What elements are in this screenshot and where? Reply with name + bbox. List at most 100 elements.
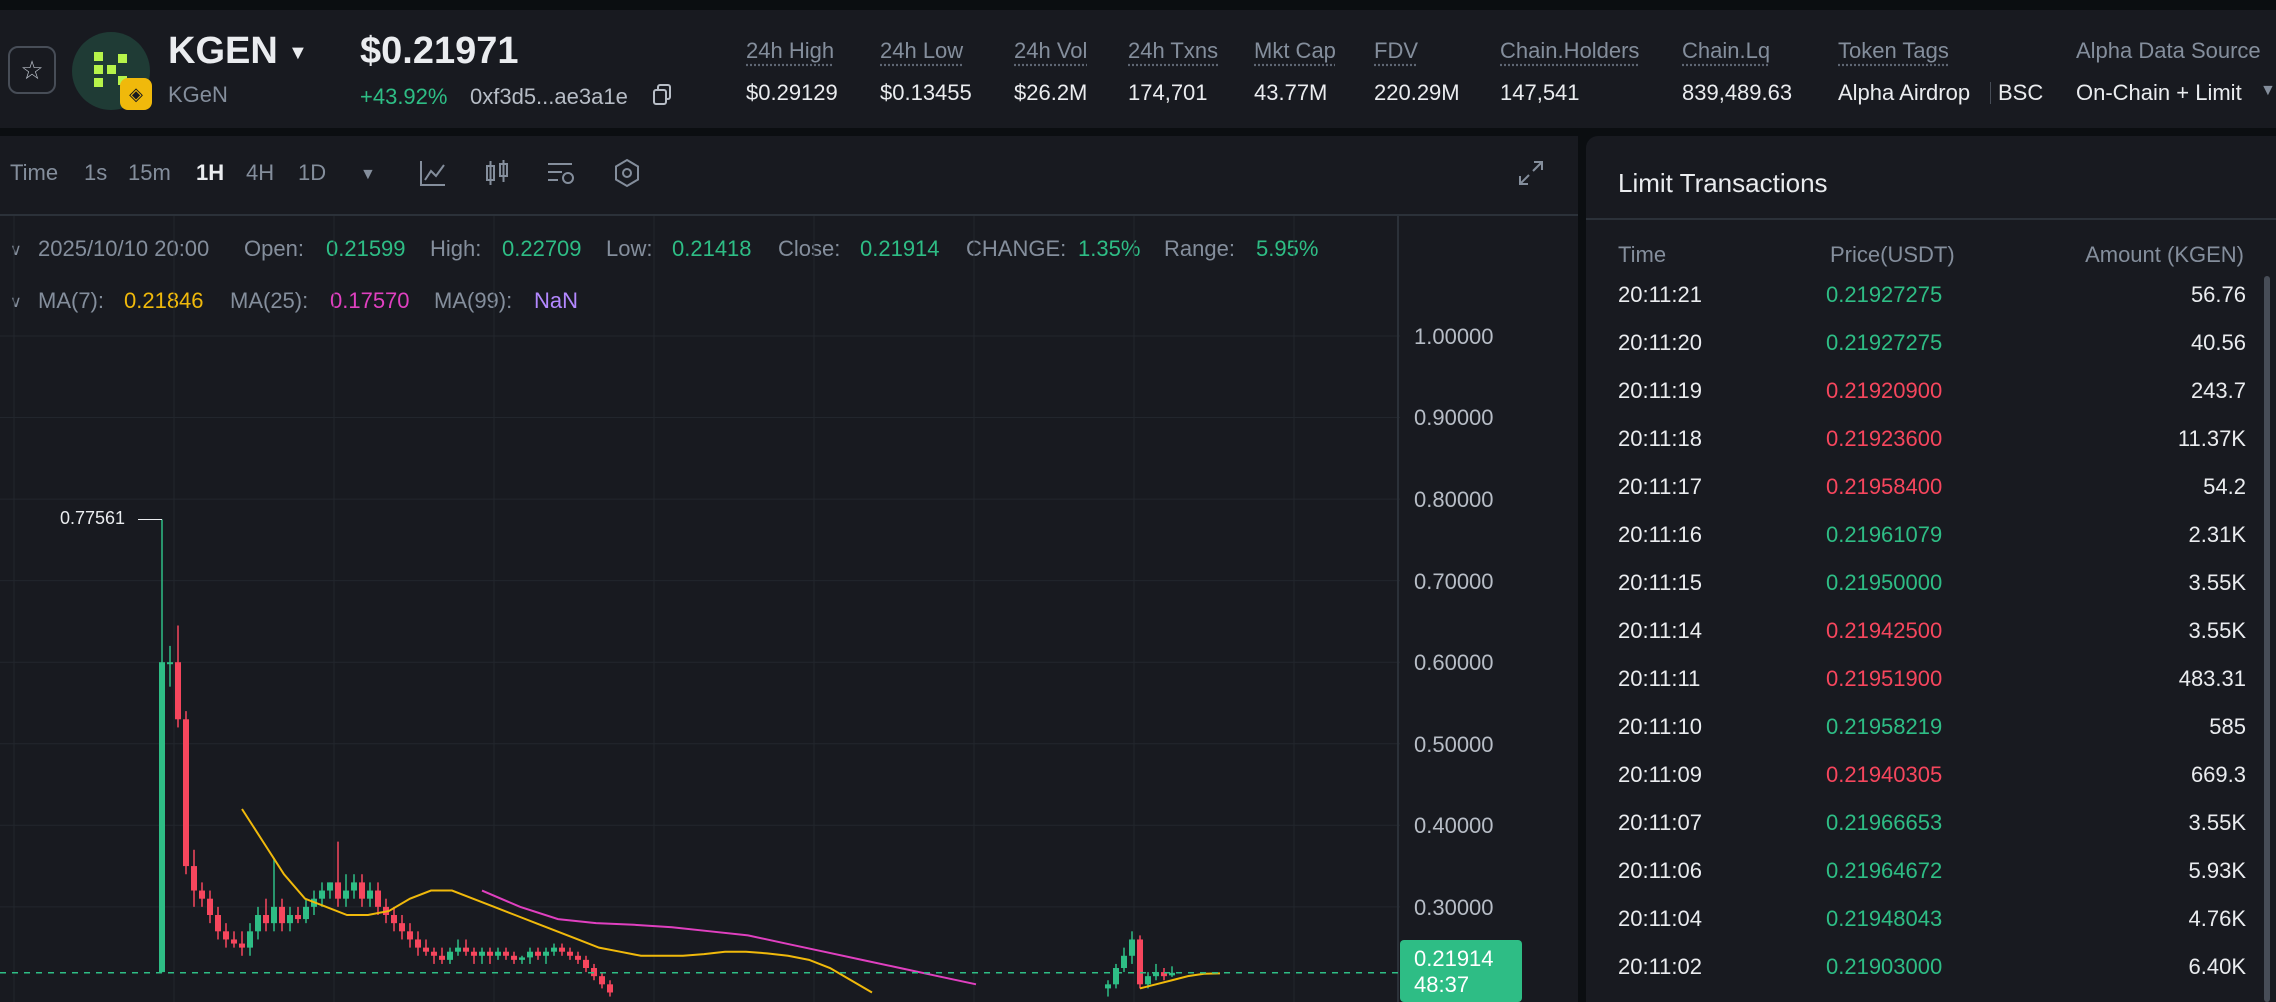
tx-time: 20:11:18: [1618, 426, 1703, 451]
stat-label-fdv: FDV: [1374, 38, 1418, 63]
ohlc-change-value: 1.35%: [1078, 236, 1141, 261]
tx-price: 0.21942500: [1826, 618, 1943, 643]
ma7-label: MA(7):: [38, 288, 104, 313]
tx-price: 0.21958400: [1826, 474, 1943, 499]
interval-1s[interactable]: 1s: [84, 160, 108, 185]
tx-time: 20:11:20: [1618, 330, 1703, 355]
scrollbar[interactable]: [2264, 276, 2270, 1002]
tx-amount: 483.31: [2178, 666, 2246, 691]
tx-price: 0.21927275: [1826, 282, 1943, 307]
tx-time: 20:11:06: [1618, 858, 1703, 883]
chevron-down-icon[interactable]: ▼: [288, 42, 308, 64]
ma99-label: MA(99):: [434, 288, 513, 313]
favorite-button[interactable]: ☆: [8, 46, 56, 94]
fullscreen-icon[interactable]: [1516, 158, 1546, 188]
candle-body: [599, 976, 605, 985]
candle-body: [567, 951, 573, 956]
table-row: 20:11:19 0.21920900 243.7: [1586, 378, 2246, 426]
stat-label-24h-txns: 24h Txns: [1128, 38, 1219, 63]
chevron-down-icon[interactable]: ∨: [10, 294, 22, 311]
tx-amount: 11.37K: [2177, 426, 2246, 451]
token-tag-alpha-airdrop: Alpha Airdrop: [1838, 80, 1971, 105]
y-tick-label: 0.90000: [1414, 405, 1494, 430]
chart-settings-icon[interactable]: [546, 158, 576, 188]
token-symbol[interactable]: KGEN: [168, 30, 278, 72]
candle-body: [503, 951, 509, 956]
table-row: 20:11:16 0.21961079 2.31K: [1586, 522, 2246, 570]
y-tick-label: 0.30000: [1414, 895, 1494, 920]
copy-icon[interactable]: [652, 84, 672, 106]
candle-type-icon[interactable]: [482, 158, 512, 188]
candle-body: [279, 906, 285, 924]
ma25-label: MA(25):: [230, 288, 309, 313]
candle-body: [295, 915, 301, 920]
candle-body: [447, 951, 453, 960]
candle-body: [407, 931, 413, 940]
candle-body: [271, 906, 277, 924]
last-price-marker: 0.21914 48:37: [1400, 940, 1522, 1002]
candle-body: [1137, 939, 1143, 985]
tx-amount: 669.3: [2190, 762, 2246, 787]
data-source-select[interactable]: On-Chain + Limit: [2076, 80, 2242, 105]
candle-body: [359, 882, 365, 899]
candle-body: [367, 890, 373, 899]
y-tick-label: 0.70000: [1414, 569, 1494, 594]
candle-body: [207, 898, 213, 916]
candle-body: [607, 984, 613, 993]
tx-time: 20:11:02: [1618, 954, 1703, 979]
column-header-time: Time: [1618, 242, 1667, 267]
star-icon: ☆: [20, 54, 44, 85]
limit-transactions-panel: [1586, 136, 2276, 1002]
interval-15m[interactable]: 15m: [128, 160, 171, 185]
column-header-amount: Amount (KGEN): [2085, 242, 2244, 267]
token-header: [0, 0, 2276, 128]
candle-body: [263, 915, 269, 924]
interval-4h[interactable]: 4H: [246, 160, 275, 185]
candle-body: [543, 951, 549, 956]
candle-body: [391, 915, 397, 924]
candle-body: [1113, 968, 1119, 985]
candle-body: [1161, 972, 1167, 977]
tx-time: 20:11:14: [1618, 618, 1703, 643]
interval-1d[interactable]: 1D: [298, 160, 327, 185]
tx-amount: 5.93K: [2188, 858, 2247, 883]
table-row: 20:11:15 0.21950000 3.55K: [1586, 570, 2246, 618]
stat-label-24h-high: 24h High: [746, 38, 835, 63]
tx-time: 20:11:19: [1618, 378, 1703, 403]
candlestick-chart[interactable]: [0, 216, 1578, 1002]
ma25-value: 0.17570: [330, 288, 410, 313]
candle-body: [1145, 976, 1151, 985]
ma7-line: [241, 808, 873, 994]
candle-countdown: 48:37: [1414, 972, 1470, 997]
y-tick-label: 0.50000: [1414, 732, 1494, 757]
indicator-icon[interactable]: [418, 158, 448, 188]
tx-amount: 4.76K: [2188, 906, 2247, 931]
tx-amount: 243.7: [2190, 378, 2246, 403]
stat-label-token-tags: Token Tags: [1838, 38, 1949, 63]
tx-time: 20:11:16: [1618, 522, 1703, 547]
tx-price: 0.21961079: [1826, 522, 1943, 547]
token-price: $0.21971: [360, 30, 519, 72]
tx-price: 0.21950000: [1826, 570, 1943, 595]
token-logo: [72, 32, 150, 110]
tx-time: 20:11:11: [1618, 666, 1701, 691]
interval-1h[interactable]: 1H: [196, 160, 225, 185]
candle-body: [375, 890, 381, 907]
candle-body: [343, 890, 349, 899]
stat-value-mkt-cap: 43.77M: [1254, 80, 1328, 105]
last-price-value: 0.21914: [1414, 946, 1494, 971]
hexagon-icon[interactable]: [612, 158, 642, 188]
candle-body: [431, 951, 437, 956]
token-name: KGeN: [168, 82, 228, 107]
candle-body: [191, 866, 197, 891]
stat-value-fdv: 220.29M: [1374, 80, 1460, 105]
table-row: 20:11:10 0.21958219 585: [1586, 714, 2246, 762]
candle-body: [479, 951, 485, 956]
stat-label-24h-vol: 24h Vol: [1014, 38, 1088, 63]
candle-body: [495, 951, 501, 956]
tx-time: 20:11:04: [1618, 906, 1703, 931]
interval-label-time: Time: [10, 160, 59, 185]
chevron-down-icon[interactable]: ∨: [10, 242, 22, 259]
chevron-down-icon[interactable]: ▼: [360, 166, 376, 183]
chevron-down-icon[interactable]: ▼: [2260, 82, 2276, 99]
